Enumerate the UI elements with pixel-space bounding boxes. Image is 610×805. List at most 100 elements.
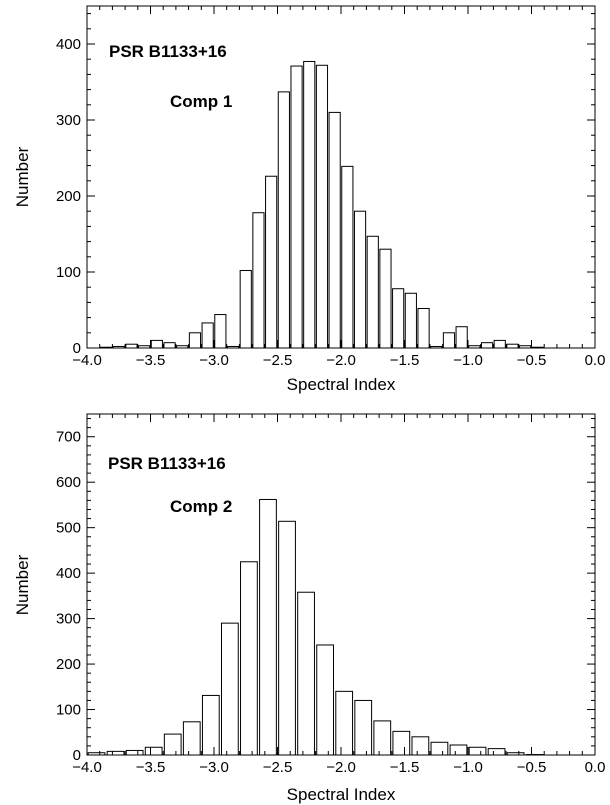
histogram-bar xyxy=(125,749,144,756)
y-tick-label: 300 xyxy=(56,112,81,129)
histogram-bar xyxy=(188,332,202,349)
histogram-bar xyxy=(392,730,411,756)
histogram-bar xyxy=(125,343,138,349)
histogram-bar xyxy=(455,326,468,349)
x-tick-label: −1.5 xyxy=(390,759,420,776)
x-tick-label: −3.0 xyxy=(199,352,229,369)
x-tick-label: −4.0 xyxy=(72,352,102,369)
histogram-bar xyxy=(163,342,176,349)
pulsar-label: PSR B1133+16 xyxy=(109,42,227,61)
histogram-bar xyxy=(290,65,303,349)
y-tick-label: 600 xyxy=(56,474,81,491)
histogram-bar xyxy=(176,345,189,349)
histogram-bar xyxy=(150,339,163,349)
x-tick-label: −3.0 xyxy=(199,759,229,776)
y-tick-label: 0 xyxy=(73,747,81,764)
histogram-bar xyxy=(354,699,373,756)
histogram-bar xyxy=(316,644,335,756)
histogram-bar xyxy=(87,752,106,756)
histogram-bar xyxy=(487,748,506,756)
x-tick-label: −2.0 xyxy=(326,759,356,776)
histogram-bar xyxy=(506,343,519,349)
panel-comp1: −4.0 −3.5 −3.0 −2.5 −2.0 −1.5 −1.0 −0.5 0.0 0 100… xyxy=(13,5,605,394)
histogram-bar xyxy=(430,741,449,756)
histogram-bar xyxy=(138,345,151,349)
y-tick-label: 700 xyxy=(56,429,81,446)
y-axis-label: Number xyxy=(13,146,32,207)
histogram-bar xyxy=(106,750,125,756)
histogram-bar xyxy=(201,322,214,349)
histogram-bars xyxy=(99,60,544,349)
y-tick-label: 500 xyxy=(56,520,81,537)
histogram-bar xyxy=(240,561,258,756)
y-tick-label: 300 xyxy=(56,611,81,628)
histogram-bar xyxy=(239,269,252,349)
histogram-bar xyxy=(531,346,544,349)
histogram-bar xyxy=(226,345,240,349)
x-tick-label: 0.0 xyxy=(585,352,606,369)
histogram-bar xyxy=(297,591,315,756)
histogram-bar xyxy=(449,744,468,756)
x-tick-label: −2.0 xyxy=(326,352,356,369)
component-label: Comp 2 xyxy=(170,497,232,516)
y-tick-label: 200 xyxy=(56,656,81,673)
y-tick-label: 0 xyxy=(73,340,81,357)
histogram-bar xyxy=(277,91,290,349)
histogram-bar xyxy=(252,212,265,349)
x-tick-label: −1.0 xyxy=(453,352,483,369)
histogram-bar xyxy=(442,332,456,349)
histogram-bar xyxy=(430,345,443,349)
histogram-bar xyxy=(373,720,392,756)
histogram-bar xyxy=(278,520,296,756)
histogram-bar xyxy=(335,690,354,756)
x-tick-label: −1.5 xyxy=(390,352,420,369)
x-axis-label: Spectral Index xyxy=(287,785,396,804)
histogram-bar xyxy=(392,288,405,349)
histogram-bar xyxy=(99,346,113,349)
x-ticks: −4.0 −3.5 −3.0 −2.5 −2.0 −1.5 −1.0 −0.5 0.0 xyxy=(72,6,605,369)
x-tick-label: −3.5 xyxy=(136,759,166,776)
histogram-bar xyxy=(493,339,506,349)
x-tick-label: −4.0 xyxy=(72,759,102,776)
histogram-bar xyxy=(259,498,277,756)
histogram-bar xyxy=(315,64,329,349)
histogram-bar xyxy=(411,736,430,756)
histogram-bar xyxy=(163,733,182,756)
histogram-bar xyxy=(379,248,392,349)
y-tick-label: 100 xyxy=(56,264,81,281)
x-tick-label: −3.5 xyxy=(136,352,166,369)
histogram-bar xyxy=(328,111,341,349)
histogram-bar xyxy=(506,752,525,756)
y-axis-label: Number xyxy=(13,554,32,615)
histogram-bar xyxy=(417,307,430,349)
histogram-bar xyxy=(366,235,379,349)
y-tick-label: 400 xyxy=(56,36,81,53)
component-label: Comp 1 xyxy=(170,92,232,111)
histogram-bar xyxy=(468,345,481,349)
histogram-bar xyxy=(220,622,239,756)
histogram-bar xyxy=(303,60,316,349)
histogram-bar xyxy=(182,721,201,756)
histogram-bar xyxy=(519,345,532,349)
x-tick-label: 0.0 xyxy=(585,759,606,776)
x-tick-label: −2.5 xyxy=(263,352,293,369)
y-tick-label: 400 xyxy=(56,565,81,582)
x-axis-label: Spectral Index xyxy=(287,375,396,394)
histogram-bar xyxy=(353,210,367,349)
histogram-bar xyxy=(341,165,354,349)
x-tick-label: −1.0 xyxy=(453,759,483,776)
histogram-bar xyxy=(201,694,220,756)
histogram-bar xyxy=(214,314,227,349)
y-ticks: 0 100 200 300 400 500 600 700 xyxy=(56,418,595,764)
histogram-bar xyxy=(480,342,494,349)
y-tick-label: 100 xyxy=(56,702,81,719)
x-tick-label: −0.5 xyxy=(517,759,547,776)
histogram-bar xyxy=(144,746,163,756)
histogram-bars xyxy=(87,498,544,756)
y-ticks: 0 100 200 300 400 xyxy=(56,13,595,357)
pulsar-label: PSR B1133+16 xyxy=(108,454,226,473)
histogram-bar xyxy=(112,345,125,349)
histogram-bar xyxy=(468,746,487,756)
x-tick-label: −2.5 xyxy=(263,759,293,776)
